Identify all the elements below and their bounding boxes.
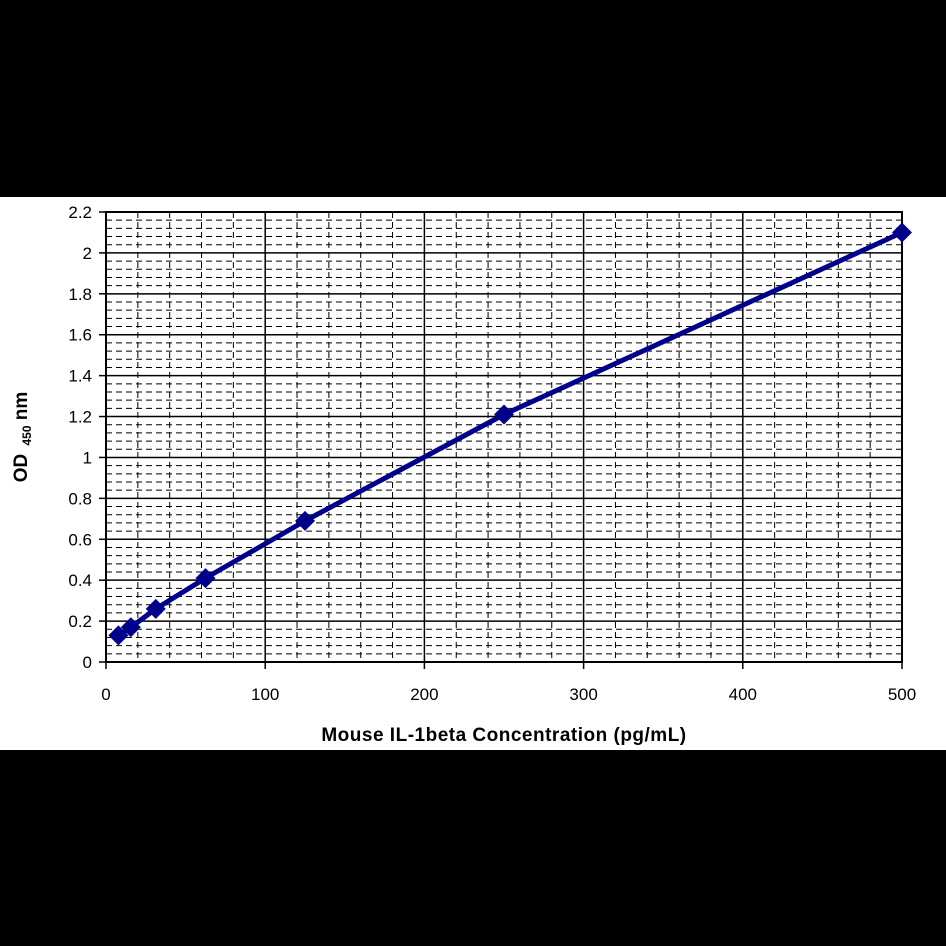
y-tick-label: 2 bbox=[83, 244, 92, 263]
y-tick-label: 1 bbox=[83, 448, 92, 467]
diamond-marker bbox=[120, 617, 141, 638]
diamond-marker bbox=[295, 510, 315, 531]
series-line bbox=[117, 230, 904, 638]
diamond-marker bbox=[195, 568, 216, 589]
x-axis-tick-labels: 0 100 200 300 400 500 bbox=[101, 685, 916, 704]
x-axis-title: Mouse IL-1beta Concentration (pg/mL) bbox=[321, 725, 686, 746]
x-tick-label: 400 bbox=[729, 685, 757, 704]
y-tick-label: 0.6 bbox=[68, 530, 92, 549]
x-tick-label: 500 bbox=[888, 685, 916, 704]
x-tick-label: 200 bbox=[410, 685, 438, 704]
y-tick-label: 1.8 bbox=[68, 285, 92, 304]
y-tick-label: 1.2 bbox=[68, 408, 92, 427]
axis-ticks bbox=[99, 211, 903, 669]
diamond-marker bbox=[892, 222, 912, 243]
y-tick-label: 0.4 bbox=[68, 571, 92, 590]
y-axis-tick-labels: 0 0.2 0.4 0.6 0.8 1 1.2 1.4 1.6 1.8 2 2.2 bbox=[68, 203, 92, 672]
x-tick-label: 100 bbox=[251, 685, 279, 704]
minor-gridlines bbox=[106, 212, 902, 662]
y-tick-label: 1.6 bbox=[68, 326, 92, 345]
y-axis-title-sub: 450 bbox=[20, 425, 34, 445]
diamond-marker bbox=[108, 625, 129, 646]
y-axis-title: OD 450 nm bbox=[11, 392, 36, 483]
diamond-marker bbox=[494, 404, 514, 425]
major-gridlines bbox=[105, 211, 903, 663]
y-axis-title-main: OD bbox=[11, 454, 32, 483]
data-point-markers bbox=[108, 222, 912, 646]
y-tick-label: 0.8 bbox=[68, 489, 92, 508]
x-tick-label: 0 bbox=[101, 685, 110, 704]
plot-area bbox=[105, 211, 903, 663]
y-tick-label: 2.2 bbox=[68, 203, 92, 222]
y-tick-label: 0.2 bbox=[68, 612, 92, 631]
y-tick-label: 1.4 bbox=[68, 367, 92, 386]
y-axis-title-unit: nm bbox=[11, 392, 32, 421]
x-tick-label: 300 bbox=[569, 685, 597, 704]
y-tick-label: 0 bbox=[83, 653, 92, 672]
diamond-marker bbox=[145, 598, 166, 619]
